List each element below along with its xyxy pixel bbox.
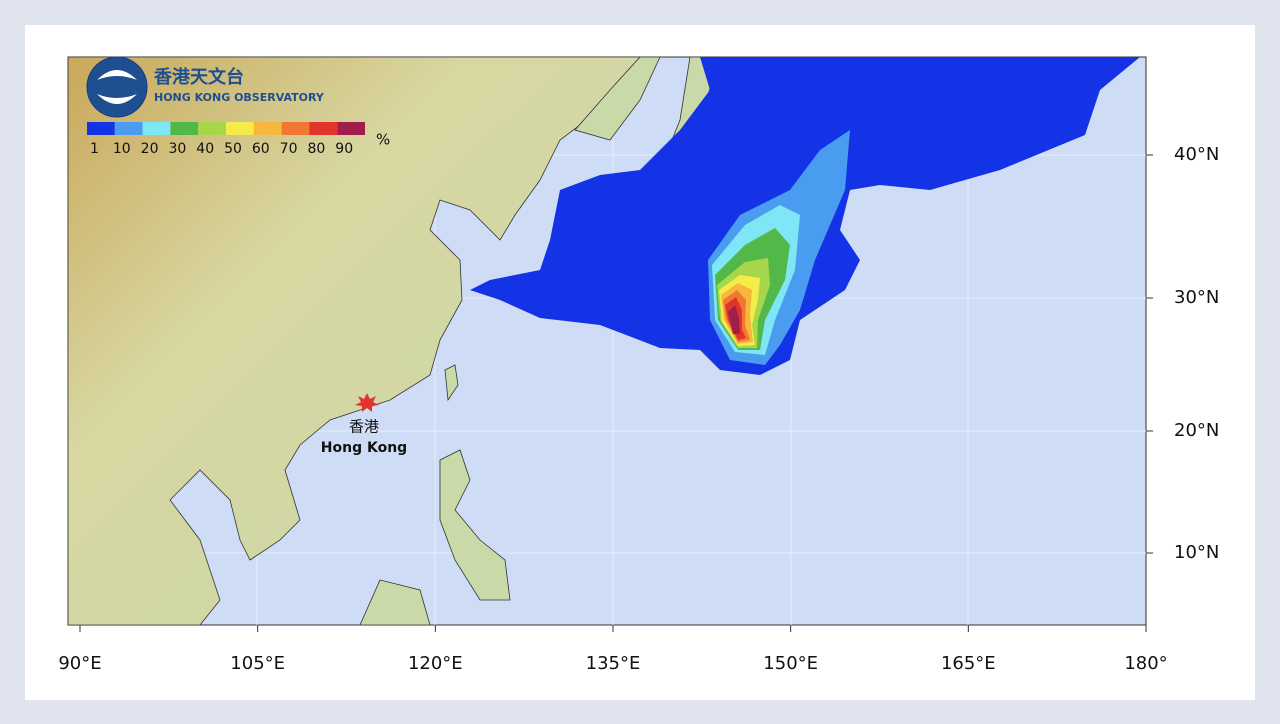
legend-swatch bbox=[114, 122, 143, 135]
legend-swatch bbox=[281, 122, 310, 135]
legend-label: 40 bbox=[196, 141, 214, 157]
legend-unit: % bbox=[376, 131, 390, 149]
legend-label: 60 bbox=[252, 141, 270, 157]
legend-swatch bbox=[198, 122, 226, 135]
logo-chinese: 香港天文台 bbox=[153, 66, 244, 88]
legend-swatch bbox=[226, 122, 254, 135]
legend-label: 50 bbox=[224, 141, 242, 157]
legend-swatch bbox=[170, 122, 199, 135]
legend-swatch bbox=[309, 122, 338, 135]
logo-english: HONG KONG OBSERVATORY bbox=[154, 91, 325, 104]
legend-label: 70 bbox=[280, 141, 298, 157]
x-tick-label: 180° bbox=[1124, 653, 1167, 674]
legend-label: 90 bbox=[335, 141, 353, 157]
probability-contours bbox=[470, 57, 1140, 375]
x-tick-label: 150°E bbox=[763, 653, 818, 674]
x-tick-label: 90°E bbox=[58, 653, 101, 674]
x-tick-label: 120°E bbox=[408, 653, 463, 674]
y-tick-label: 30°N bbox=[1174, 287, 1219, 308]
legend-swatch bbox=[253, 122, 282, 135]
marker-english: Hong Kong bbox=[321, 440, 407, 456]
x-tick-label: 105°E bbox=[230, 653, 285, 674]
legend-label: 20 bbox=[141, 141, 159, 157]
legend-label: 30 bbox=[168, 141, 186, 157]
x-tick-label: 135°E bbox=[586, 653, 641, 674]
hong-kong-marker bbox=[355, 393, 379, 412]
legend-label: 80 bbox=[307, 141, 325, 157]
y-tick-label: 20°N bbox=[1174, 420, 1219, 441]
x-tick-label: 165°E bbox=[941, 653, 996, 674]
y-tick-label: 10°N bbox=[1174, 542, 1219, 563]
legend-swatch bbox=[142, 122, 171, 135]
logo-emblem bbox=[86, 56, 148, 118]
legend-swatch bbox=[337, 122, 365, 135]
y-tick-label: 40°N bbox=[1174, 144, 1219, 165]
legend-label: 10 bbox=[113, 141, 131, 157]
legend-label: 1 bbox=[90, 141, 99, 157]
marker-chinese: 香港 bbox=[349, 418, 379, 436]
legend-swatch bbox=[87, 122, 115, 135]
